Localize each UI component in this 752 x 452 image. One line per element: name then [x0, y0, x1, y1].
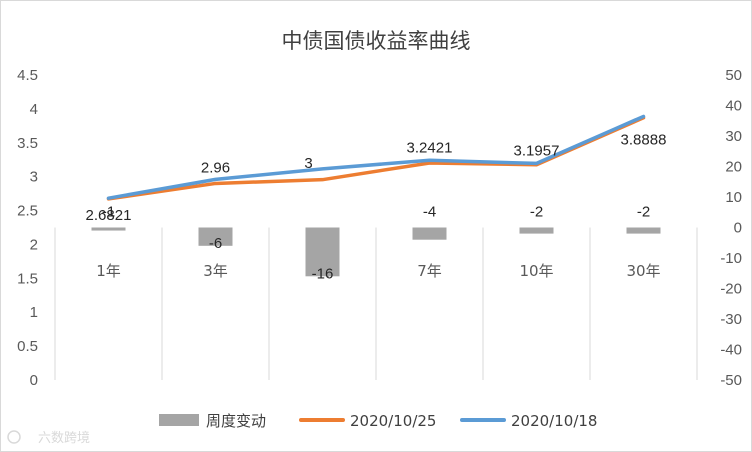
category-label: 30年: [626, 262, 660, 280]
category-label: 7年: [417, 262, 442, 280]
legend-label-line-1025: 2020/10/25: [350, 412, 436, 430]
category-label: 10年: [519, 262, 553, 280]
legend-item-bar: 周度变动: [159, 412, 266, 430]
right-axis-tick: -10: [720, 250, 742, 267]
yield-data-label: 2.6821: [86, 207, 132, 224]
right-axis-tick: 30: [725, 128, 742, 145]
weekly-change-bars: [91, 227, 661, 277]
legend-label-bar: 周度变动: [206, 412, 266, 430]
weekly-change-bar: [626, 227, 661, 234]
left-axis-tick: 3.5: [17, 135, 38, 152]
right-axis-tick: 50: [725, 67, 742, 84]
yield-lines: [106, 114, 646, 201]
yield-data-label: 2.96: [201, 159, 230, 176]
bar-data-label: -6: [209, 235, 222, 252]
right-axis-ticks: -50 -40 -30 -20 -10 0 10 20 30 40 50: [720, 67, 742, 389]
left-axis-ticks: 0 0.5 1 1.5 2 2.5 3 3.5 4 4.5: [17, 67, 38, 389]
yield-line-1018: [106, 114, 646, 200]
right-axis-tick: 20: [725, 159, 742, 176]
right-axis-tick: 40: [725, 98, 742, 115]
yield-data-label: 3.8888: [621, 131, 667, 148]
watermark: 六数跨境: [7, 430, 90, 446]
right-axis-tick: 0: [734, 220, 742, 237]
watermark-text: 六数跨境: [38, 431, 90, 446]
right-axis-tick: 10: [725, 189, 742, 206]
left-axis-tick: 3: [30, 169, 38, 186]
right-axis-tick: -20: [720, 281, 742, 298]
bar-data-label: -2: [530, 204, 543, 221]
weekly-change-bar: [412, 227, 447, 240]
bar-data-label: -1: [102, 204, 115, 221]
left-axis-tick: 0.5: [17, 338, 38, 355]
yield-data-label: 3.1957: [514, 142, 560, 159]
legend-item-line-1018: 2020/10/18: [460, 412, 597, 430]
watermark-logo-icon: [7, 430, 21, 444]
legend-swatch-bar: [159, 414, 199, 426]
category-label: 1年: [96, 262, 121, 280]
weekly-change-bar: [91, 227, 126, 231]
yield-data-label: 3.2421: [407, 139, 453, 156]
data-labels: 2.6821 2.96 3 3.2421 3.1957 3.8888 -1 -6 -16 -4 -2…: [86, 131, 667, 282]
legend-label-line-1018: 2020/10/18: [511, 412, 597, 430]
weekly-change-bar: [519, 227, 554, 234]
legend: 周度变动 2020/10/25 2020/10/18: [159, 412, 597, 430]
bar-data-label: -16: [312, 265, 334, 282]
weekly-change-bar: [198, 227, 233, 246]
right-axis-tick: -30: [720, 311, 742, 328]
left-axis-tick: 4: [30, 101, 38, 118]
left-axis-tick: 0: [30, 372, 38, 389]
left-axis-tick: 4.5: [17, 67, 38, 84]
bar-data-label: -2: [637, 204, 650, 221]
left-axis-tick: 2.5: [17, 203, 38, 220]
left-axis-tick: 1.5: [17, 270, 38, 287]
weekly-change-bar: [305, 227, 340, 277]
left-axis-tick: 1: [30, 304, 38, 321]
right-axis-tick: -40: [720, 342, 742, 359]
legend-item-line-1025: 2020/10/25: [299, 412, 436, 430]
chart-title: 中债国债收益率曲线: [282, 29, 471, 53]
bar-data-label: -4: [423, 204, 436, 221]
yield-data-label: 3: [304, 155, 312, 172]
category-label: 3年: [203, 262, 228, 280]
right-axis-tick: -50: [720, 372, 742, 389]
left-axis-tick: 2: [30, 236, 38, 253]
